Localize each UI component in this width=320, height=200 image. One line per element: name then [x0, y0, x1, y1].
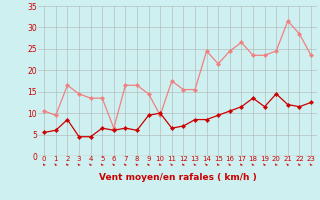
X-axis label: Vent moyen/en rafales ( km/h ): Vent moyen/en rafales ( km/h )	[99, 173, 256, 182]
